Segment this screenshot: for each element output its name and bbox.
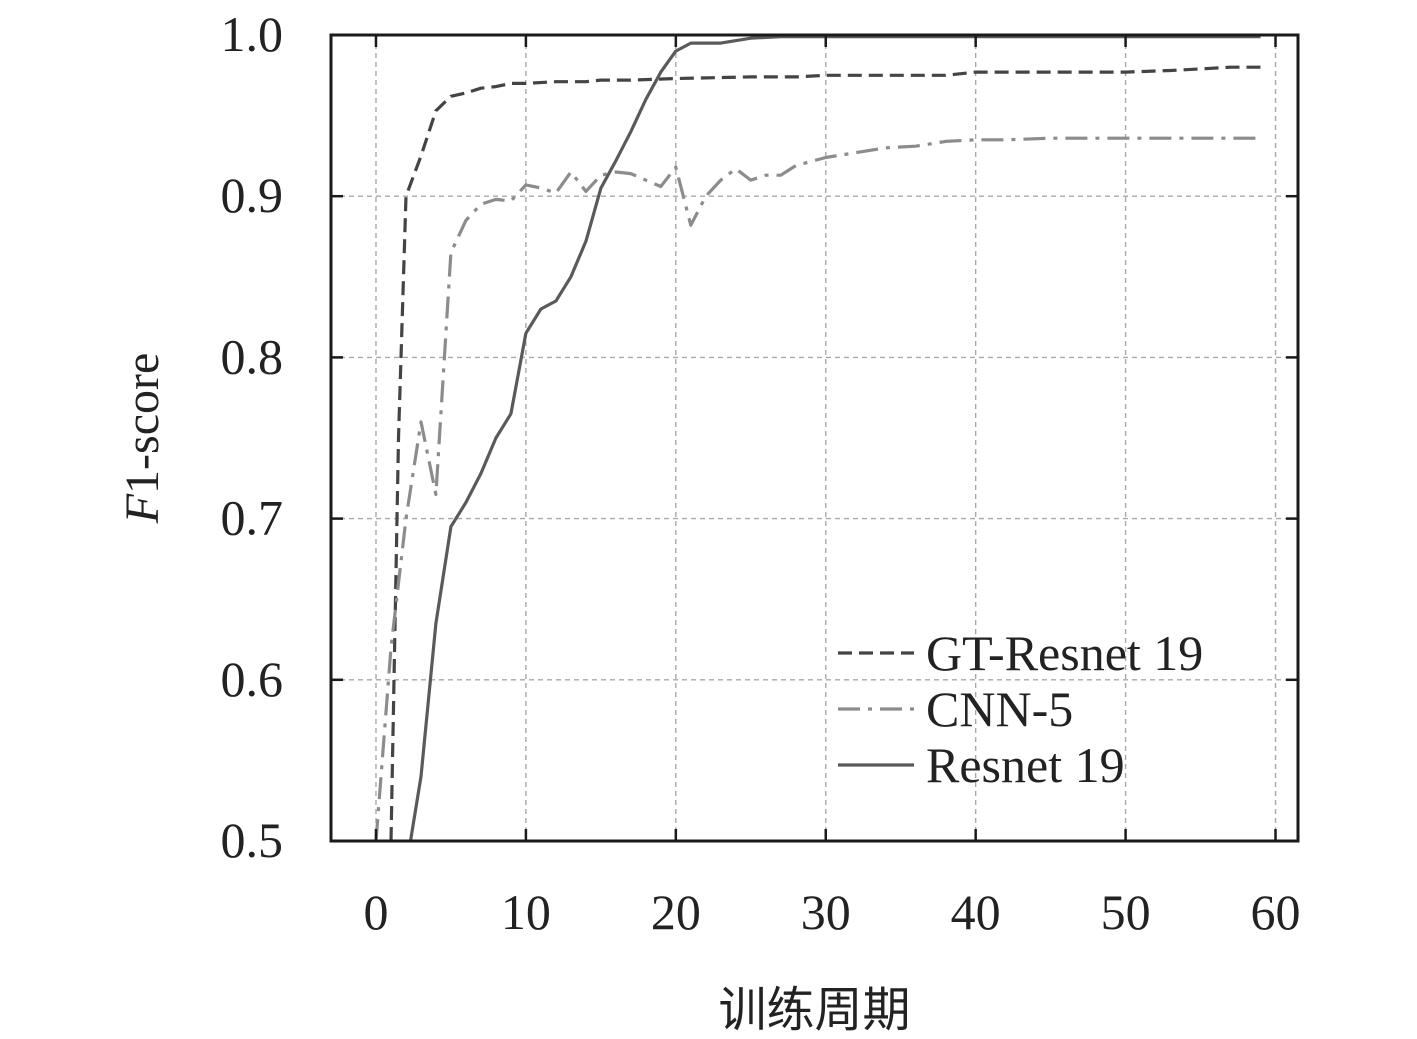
x-tick-label: 10 <box>501 884 551 940</box>
legend-label: GT-Resnet 19 <box>926 625 1203 681</box>
x-tick-label: 40 <box>951 884 1001 940</box>
y-tick-label: 0.7 <box>221 490 284 546</box>
tick-label-layer: 0.5 0.6 0.7 0.8 0.9 1.0 0 10 20 30 40 50 60 <box>221 6 1301 940</box>
y-tick-label: 0.6 <box>221 651 284 707</box>
y-axis-label: F1-score <box>116 353 169 525</box>
series-line-cnn-5 <box>374 136 1261 841</box>
x-tick-label: 20 <box>651 884 701 940</box>
series-layer <box>374 35 1261 841</box>
y-axis-label-italic: F <box>116 493 169 524</box>
plot-frame <box>329 33 1300 843</box>
series-line-gt-resnet-19 <box>389 65 1261 841</box>
x-axis-label: 训练周期 <box>718 984 910 1037</box>
x-tick-label: 50 <box>1101 884 1151 940</box>
series-line-resnet-19 <box>408 35 1261 841</box>
y-tick-label: 0.9 <box>221 167 284 223</box>
x-tick-label: 60 <box>1251 884 1301 940</box>
y-tick-label: 0.8 <box>221 328 284 384</box>
y-axis-label-rest: 1-score <box>116 353 169 494</box>
x-tick-label: 30 <box>801 884 851 940</box>
y-tick-label: 0.5 <box>221 812 284 868</box>
y-tick-label: 1.0 <box>221 6 284 62</box>
tick-layer <box>331 33 1298 843</box>
legend-label: Resnet 19 <box>926 737 1125 793</box>
x-tick-label: 0 <box>363 884 388 940</box>
legend-label: CNN-5 <box>926 681 1073 737</box>
grid-layer <box>331 35 1298 841</box>
